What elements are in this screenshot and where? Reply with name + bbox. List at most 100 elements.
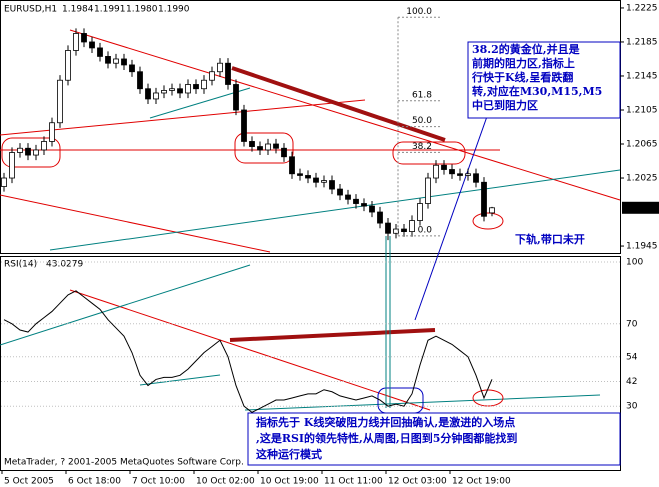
- drawings: [0, 29, 621, 414]
- candle-body: [409, 220, 415, 232]
- candle-body: [313, 177, 319, 183]
- candle-body: [361, 203, 367, 207]
- candle-body: [201, 79, 207, 90]
- candle-body: [113, 58, 119, 64]
- x-tick-label: 5 Oct 2005: [4, 477, 54, 487]
- trendline: [69, 289, 431, 411]
- candle-body: [377, 211, 383, 224]
- candle-body: [249, 141, 255, 147]
- rsi-current: 43.0279: [46, 260, 83, 270]
- header-close: 1.1990: [158, 5, 190, 15]
- y-tick-label: 1.2145: [626, 71, 658, 81]
- candle-body: [337, 188, 343, 196]
- annotation: ,这是RSI的领先特性,从周图,日图到5分钟图都能找到: [256, 431, 517, 445]
- candle-body: [137, 71, 143, 90]
- candle-body: [433, 164, 439, 179]
- trendline: [0, 99, 366, 136]
- annotation-box: [247, 412, 621, 466]
- y-tick-label: 1.1945: [626, 242, 658, 252]
- y-tick-label: 54: [626, 352, 638, 362]
- candle-body: [465, 173, 471, 176]
- candle-body: [161, 90, 167, 94]
- y-tick-label: 1.2025: [626, 174, 658, 184]
- price-panel: [0, 0, 621, 254]
- candle-body: [241, 109, 247, 142]
- candle-body: [473, 173, 479, 183]
- pointer-line: [414, 107, 491, 321]
- candle-body: [169, 88, 175, 91]
- rsi-panel: [0, 256, 621, 471]
- y-tick-label: 1.2185: [626, 37, 658, 47]
- candle-body: [273, 143, 279, 149]
- annotation: 下轨,带口未开: [515, 232, 585, 246]
- candle-body: [321, 180, 327, 183]
- fib-label: 50.0: [412, 116, 432, 126]
- trendline: [0, 264, 251, 346]
- y-tick-label: 1.2105: [626, 105, 658, 115]
- y-tick-label: 1.2065: [626, 140, 658, 150]
- annotation-box: [467, 41, 621, 119]
- y-tick-label: 30: [626, 402, 638, 412]
- trendline: [0, 194, 271, 253]
- fib-label: 61.8: [412, 90, 432, 100]
- header-low: 1.1980: [126, 5, 158, 15]
- annotation: 38.2的黄金位,并且是: [472, 42, 581, 56]
- rsi-title: RSI(14): [4, 260, 37, 270]
- candle-body: [417, 203, 423, 221]
- candle-body: [265, 143, 271, 151]
- candle-body: [225, 62, 231, 85]
- candle-body: [33, 149, 39, 156]
- candle-body: [89, 41, 95, 49]
- rsi-line: [3, 290, 493, 413]
- y-tick-label: 70: [626, 319, 638, 329]
- annotation: 行快于K线,呈看跌翻: [471, 70, 573, 84]
- current-price-label: 1.1990: [625, 203, 657, 213]
- candle-body: [105, 56, 111, 64]
- y-tick-label: 42: [626, 377, 637, 387]
- trendline: [229, 328, 436, 342]
- candle-body: [257, 146, 263, 151]
- candle-body: [353, 198, 359, 204]
- candle-body: [481, 181, 487, 217]
- candle-body: [97, 47, 103, 57]
- candle-body: [41, 141, 47, 151]
- fib-label: 38.2: [412, 142, 432, 152]
- candle-body: [329, 180, 335, 190]
- x-tick-label: 7 Oct 10:00: [132, 477, 185, 487]
- x-tick-label: 10 Oct 19:00: [260, 477, 319, 487]
- candle-body: [17, 147, 23, 153]
- candle-body: [385, 222, 391, 234]
- candle-body: [297, 173, 303, 176]
- trendline: [231, 66, 446, 142]
- candle-body: [305, 175, 311, 179]
- fib-label: 0.0: [418, 225, 433, 235]
- candle-body: [25, 147, 31, 156]
- candle-body: [9, 152, 15, 179]
- highlight: [1, 137, 61, 168]
- annotation: 前期的阻力区,指标上: [472, 56, 575, 70]
- header-open: 1.1984: [62, 5, 94, 15]
- candle-body: [145, 88, 151, 100]
- candle-body: [193, 84, 199, 90]
- footer: MetaTrader, ? 2001-2005 MetaQuotes Softw…: [4, 458, 244, 468]
- annotation: 转,对应在M30,M15,M5: [472, 84, 602, 98]
- highlight: [234, 132, 294, 164]
- trendline: [69, 29, 621, 201]
- x-tick-label: 12 Oct 19:00: [452, 477, 511, 487]
- candle-body: [1, 177, 7, 187]
- y-tick-label: 100: [626, 258, 643, 268]
- candle-body: [153, 92, 159, 100]
- candle-body: [185, 84, 191, 94]
- header-high: 1.1991: [94, 5, 126, 15]
- candle-body: [425, 177, 431, 204]
- annotation: 指标先于 K线突破阻力线并回抽确认,是激进的入场点: [256, 415, 515, 429]
- x-tick-label: 10 Oct 02:00: [196, 477, 255, 487]
- candle-body: [73, 33, 79, 51]
- x-tick-label: 12 Oct 03:00: [388, 477, 447, 487]
- y-tick-label: 1.2225: [626, 3, 658, 13]
- current-price-marker: [622, 201, 659, 214]
- candle-body: [65, 50, 71, 81]
- candle-body: [81, 33, 87, 43]
- candle-body: [129, 64, 135, 73]
